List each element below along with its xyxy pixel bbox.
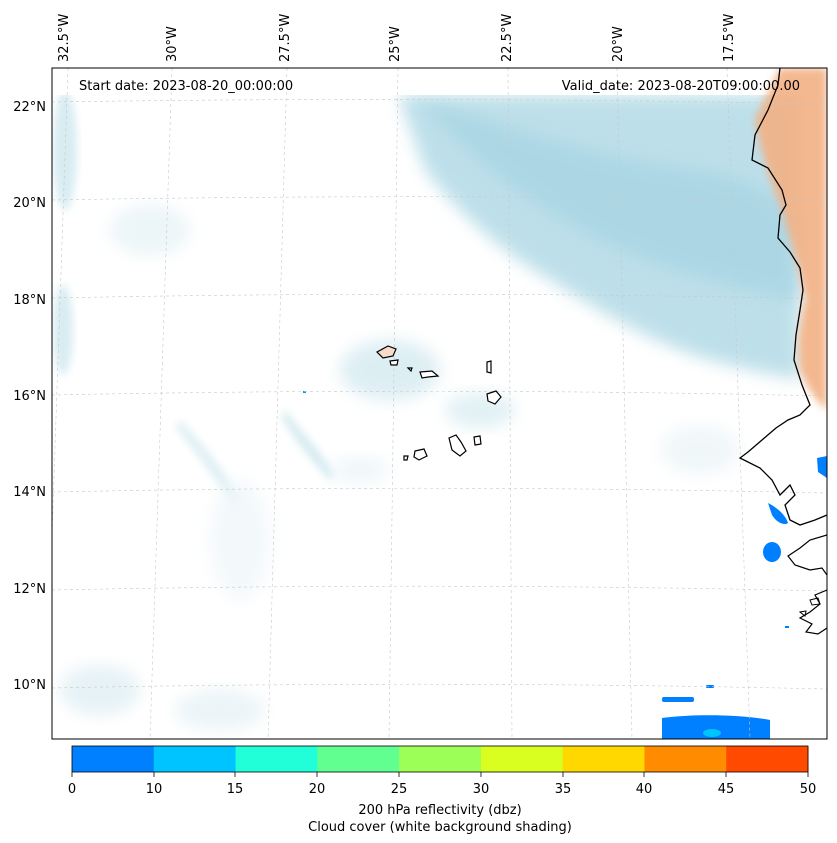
colorbar-segments: [72, 746, 809, 772]
island-maio: [473, 435, 482, 446]
colorbar-ticks: [71, 772, 809, 777]
colorbar-tick-label: 15: [227, 782, 244, 797]
lat-label: 12°N: [13, 582, 46, 597]
island-fogo: [413, 448, 428, 461]
cape-verde-islands: [376, 345, 502, 461]
bijagos-islands: [798, 597, 821, 617]
colorbar-label-cloud-cover: Cloud cover (white background shading): [308, 820, 572, 835]
reflectivity-patches: [303, 391, 827, 739]
colorbar-segment: [480, 746, 564, 772]
island-brava: [403, 455, 409, 461]
colorbar-segment: [562, 746, 645, 772]
map-frame: [51, 67, 828, 740]
colorbar-tick-label: 25: [391, 782, 408, 797]
colorbar-segment: [317, 746, 400, 772]
lon-label: 25°W: [388, 26, 403, 62]
land-warm-shading: [755, 68, 827, 410]
colorbar-segment: [153, 746, 237, 772]
start-date-label: Start date: 2023-08-20_00:00:00: [79, 79, 293, 94]
lat-label: 20°N: [13, 196, 46, 211]
map-panel: [52, 68, 827, 739]
colorbar-frame: [71, 745, 809, 773]
island-boa-vista: [486, 390, 502, 405]
longitude-labels: 32.5°W 30°W 27.5°W 25°W 22.5°W 20°W 17.5…: [57, 14, 737, 62]
colorbar-tick-label: 0: [68, 782, 76, 797]
colorbar-tick-label: 50: [800, 782, 817, 797]
colorbar-tick-label: 40: [636, 782, 653, 797]
colorbar-tick-labels: 0 10 15 20 25 30 35 40 45 50: [68, 782, 816, 797]
island-santiago: [448, 434, 467, 457]
cloud-cover-shading: [53, 90, 800, 730]
colorbar: 0 10 15 20 25 30 35 40 45 50 200 hPa ref…: [68, 745, 816, 835]
lon-label: 27.5°W: [278, 14, 293, 62]
colorbar-tick-label: 10: [146, 782, 163, 797]
island-santa-luzia: [406, 367, 413, 373]
colorbar-tick-label: 20: [309, 782, 326, 797]
latitude-labels: 22°N 20°N 18°N 16°N 14°N 12°N 10°N: [13, 100, 46, 693]
lon-label: 17.5°W: [722, 14, 737, 62]
gridlines: [52, 68, 827, 739]
island-sao-vicente: [389, 359, 399, 366]
lon-label: 30°W: [165, 26, 180, 62]
colorbar-segment: [644, 746, 727, 772]
island-sal: [486, 360, 492, 374]
lat-label: 22°N: [13, 100, 46, 115]
colorbar-tick-label: 45: [718, 782, 735, 797]
colorbar-segment: [235, 746, 318, 772]
colorbar-tick-label: 30: [473, 782, 490, 797]
island-sao-nicolau: [419, 370, 440, 379]
valid-date-label: Valid_date: 2023-08-20T09:00:00.00: [562, 79, 800, 94]
colorbar-segment: [72, 746, 155, 772]
coastline-west-africa: [738, 68, 827, 526]
lon-label: 20°W: [611, 26, 626, 62]
colorbar-label-reflectivity: 200 hPa reflectivity (dbz): [358, 803, 521, 818]
island-santo-antao: [376, 345, 397, 359]
lat-label: 18°N: [13, 293, 46, 308]
lat-label: 14°N: [13, 485, 46, 500]
lon-label: 22.5°W: [500, 14, 515, 62]
lat-label: 16°N: [13, 389, 46, 404]
colorbar-segment: [399, 746, 482, 772]
colorbar-tick-label: 35: [555, 782, 572, 797]
lat-label: 10°N: [13, 678, 46, 693]
lon-label: 32.5°W: [57, 14, 72, 62]
colorbar-segment: [726, 746, 809, 772]
